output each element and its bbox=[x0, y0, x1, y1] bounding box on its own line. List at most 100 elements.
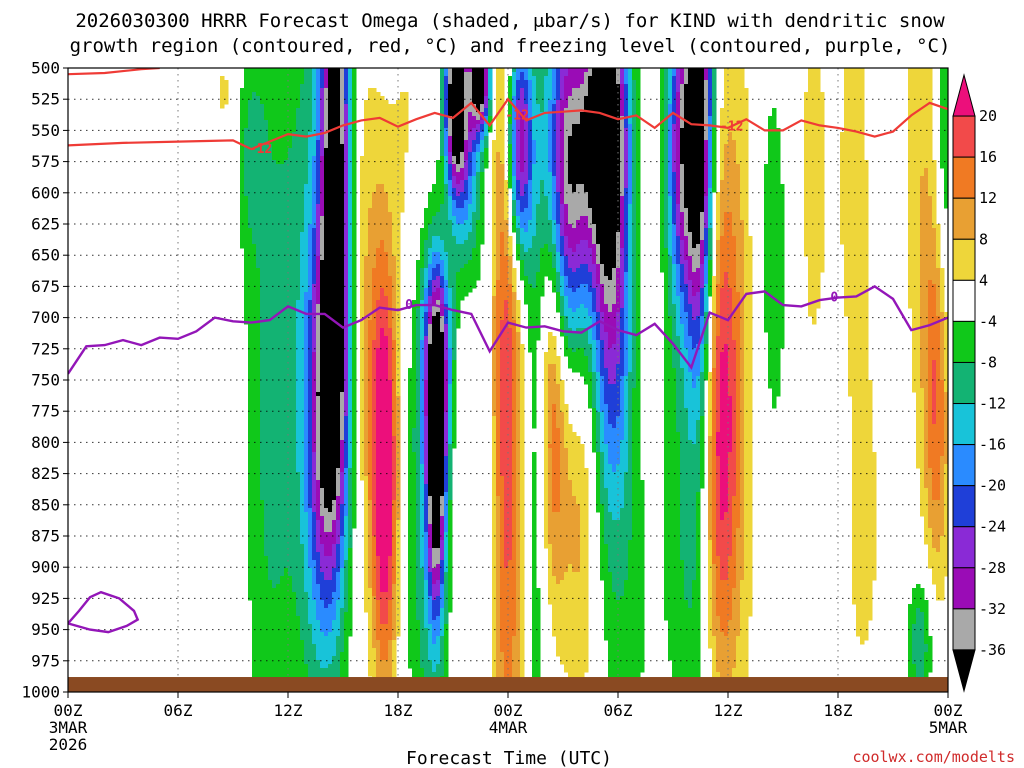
omega-cell bbox=[600, 412, 605, 453]
y-tick-label: 550 bbox=[31, 121, 60, 140]
omega-cell bbox=[456, 184, 461, 197]
freezing-level-label: 0 bbox=[405, 298, 413, 313]
omega-cell bbox=[424, 240, 429, 269]
omega-cell bbox=[332, 568, 337, 593]
colorbar-band bbox=[953, 527, 975, 568]
x-tick-label: 12Z bbox=[714, 701, 743, 720]
omega-cell bbox=[384, 296, 389, 337]
omega-cell bbox=[720, 520, 725, 581]
omega-cell bbox=[448, 68, 453, 85]
omega-cell bbox=[428, 548, 433, 573]
omega-cell bbox=[448, 384, 453, 445]
omega-cell bbox=[440, 636, 445, 677]
omega-cell bbox=[336, 636, 341, 681]
omega-cell bbox=[940, 268, 945, 313]
omega-cell bbox=[464, 220, 469, 241]
omega-cell bbox=[628, 372, 633, 541]
omega-cell bbox=[936, 268, 941, 317]
omega-cell bbox=[384, 100, 389, 193]
omega-cell bbox=[560, 296, 565, 317]
omega-cell bbox=[460, 152, 465, 169]
omega-cell bbox=[712, 68, 717, 129]
omega-cell bbox=[696, 376, 701, 421]
omega-cell bbox=[324, 148, 329, 509]
omega-cell bbox=[436, 596, 441, 617]
omega-cell bbox=[572, 572, 577, 693]
omega-cell bbox=[448, 152, 453, 165]
omega-cell bbox=[300, 544, 305, 641]
omega-cell bbox=[556, 292, 561, 313]
omega-cell bbox=[556, 68, 561, 101]
omega-cell bbox=[608, 572, 613, 681]
omega-cell bbox=[920, 612, 925, 681]
omega-cell bbox=[444, 532, 449, 573]
omega-cell bbox=[320, 516, 325, 545]
omega-cell bbox=[520, 344, 525, 693]
omega-cell bbox=[492, 296, 497, 417]
omega-cell bbox=[312, 228, 317, 285]
omega-cell bbox=[920, 176, 925, 389]
omega-cell bbox=[604, 332, 609, 369]
omega-cell bbox=[620, 116, 625, 197]
omega-cell bbox=[428, 312, 433, 325]
omega-cell bbox=[524, 232, 529, 253]
x-tick-label: 06Z bbox=[164, 701, 193, 720]
omega-cell bbox=[292, 68, 297, 133]
omega-cell bbox=[432, 600, 437, 621]
omega-cell bbox=[744, 88, 749, 681]
omega-cell bbox=[604, 488, 609, 545]
omega-cell bbox=[324, 636, 329, 669]
omega-cell bbox=[536, 272, 541, 341]
omega-cell bbox=[624, 472, 629, 581]
omega-cell bbox=[716, 192, 721, 241]
omega-cell bbox=[588, 68, 593, 77]
omega-cell bbox=[732, 140, 737, 237]
y-tick-label: 975 bbox=[31, 651, 60, 670]
omega-cell bbox=[620, 376, 625, 441]
omega-cell bbox=[304, 184, 309, 293]
omega-cell bbox=[332, 544, 337, 569]
omega-cell bbox=[600, 452, 605, 505]
omega-cell bbox=[684, 208, 689, 237]
omega-cell bbox=[568, 248, 573, 269]
colorbar-band bbox=[953, 404, 975, 445]
omega-cell bbox=[548, 448, 553, 545]
omega-cell bbox=[436, 616, 441, 637]
omega-cell bbox=[588, 292, 593, 317]
omega-cell bbox=[312, 352, 317, 453]
omega-cell bbox=[508, 144, 513, 189]
omega-cell bbox=[340, 68, 345, 145]
omega-cell bbox=[608, 348, 613, 385]
omega-cell bbox=[336, 468, 341, 497]
omega-cell bbox=[584, 328, 589, 357]
omega-cell bbox=[604, 276, 609, 305]
colorbar: 20161284-4-8-12-16-20-24-28-32-36 bbox=[953, 75, 1006, 691]
omega-cell bbox=[940, 536, 945, 601]
omega-cell bbox=[684, 408, 689, 601]
omega-cell bbox=[804, 92, 809, 257]
omega-cell bbox=[388, 600, 393, 641]
omega-cell bbox=[612, 472, 617, 521]
omega-cell bbox=[688, 68, 693, 233]
omega-cell bbox=[464, 68, 469, 73]
omega-cell bbox=[536, 104, 541, 205]
omega-cell bbox=[532, 288, 537, 429]
omega-cell bbox=[704, 256, 709, 285]
omega-cell bbox=[500, 476, 505, 653]
omega-cell bbox=[680, 292, 685, 325]
omega-cell bbox=[600, 284, 605, 313]
omega-cell bbox=[708, 540, 713, 649]
omega-cell bbox=[768, 116, 773, 389]
omega-cell bbox=[488, 68, 493, 101]
omega-cell bbox=[244, 68, 249, 129]
omega-cell bbox=[332, 620, 337, 657]
omega-cell bbox=[940, 312, 945, 381]
chart-title-line1: 2026030300 HRRR Forecast Omega (shaded, … bbox=[75, 10, 945, 32]
omega-cell bbox=[688, 372, 693, 441]
omega-cell bbox=[700, 68, 705, 213]
omega-cell bbox=[444, 128, 449, 157]
omega-cell bbox=[460, 192, 465, 209]
omega-cell bbox=[364, 476, 369, 613]
omega-cell bbox=[436, 288, 441, 301]
omega-cell bbox=[544, 68, 549, 77]
